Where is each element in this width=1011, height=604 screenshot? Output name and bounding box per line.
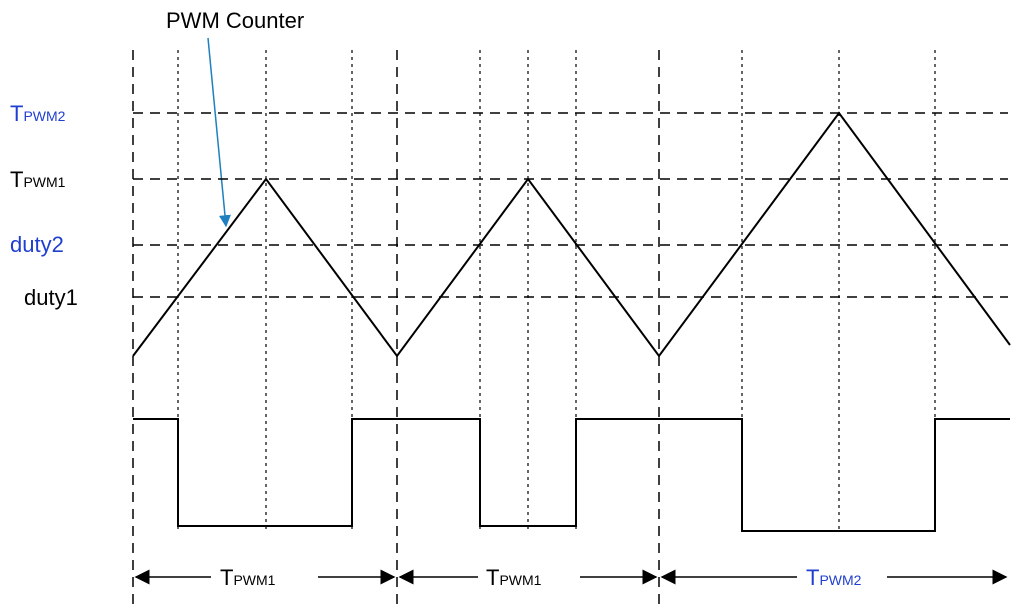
period-1-sub: PWM1 [233,572,275,588]
period-3-main: T [806,565,819,590]
period-1-label: TPWM1 [220,565,276,590]
tpwm2-level-label: TPWM2 [10,101,66,126]
tpwm1-level-sub: PWM1 [23,174,65,190]
tpwm2-level-main: T [10,101,23,126]
tpwm1-level-main: T [10,167,23,192]
duty1-level-label: duty1 [24,285,78,310]
pwm-output-waveform [133,418,1010,532]
pwm-counter-waveform [132,111,1011,358]
tpwm1-level-label: TPWM1 [10,167,66,192]
pwm-counter-label: PWM Counter [166,8,304,33]
period-3-label: TPWM2 [806,565,862,590]
period-2-main: T [486,565,499,590]
pwm-counter-pointer-arrow [207,37,231,228]
period-1-main: T [220,565,233,590]
duty2-level-label: duty2 [10,232,64,257]
period-3-sub: PWM2 [819,572,861,588]
tpwm2-level-sub: PWM2 [23,108,65,124]
period-2-label: TPWM1 [486,565,542,590]
period-2-sub: PWM1 [499,572,541,588]
